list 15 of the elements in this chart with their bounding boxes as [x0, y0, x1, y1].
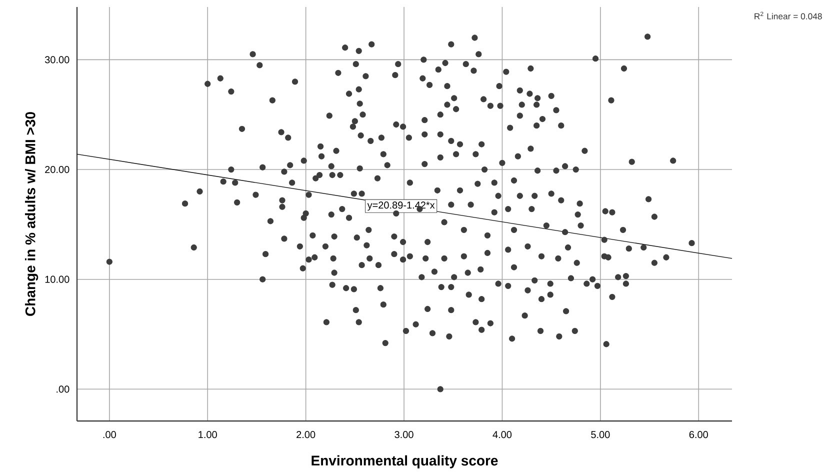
x-tick-label: 2.00	[296, 431, 316, 438]
x-tick-label: 5.00	[591, 431, 610, 438]
y-tick-label: .00	[56, 386, 70, 393]
y-tick-label: 20.00	[45, 166, 70, 174]
y-tick-label: 10.00	[45, 276, 70, 283]
y-tick-label: 30.00	[44, 56, 70, 64]
x-tick-label: .00	[103, 431, 116, 438]
annotation: y=20.89-1.42*x	[367, 202, 435, 211]
text: R$^{2}$ Linear = 0.048	[754, 12, 822, 20]
y-axis-title: Change in % adults w/ BMI >30	[25, 112, 38, 316]
x-tick-label: 6.00	[689, 431, 708, 438]
x-tick-label: 4.00	[492, 431, 512, 438]
x-tick-label: 3.00	[394, 431, 414, 438]
x-axis-title: Environmental quality score	[312, 455, 498, 468]
x-tick-label: 1.00	[198, 431, 217, 438]
